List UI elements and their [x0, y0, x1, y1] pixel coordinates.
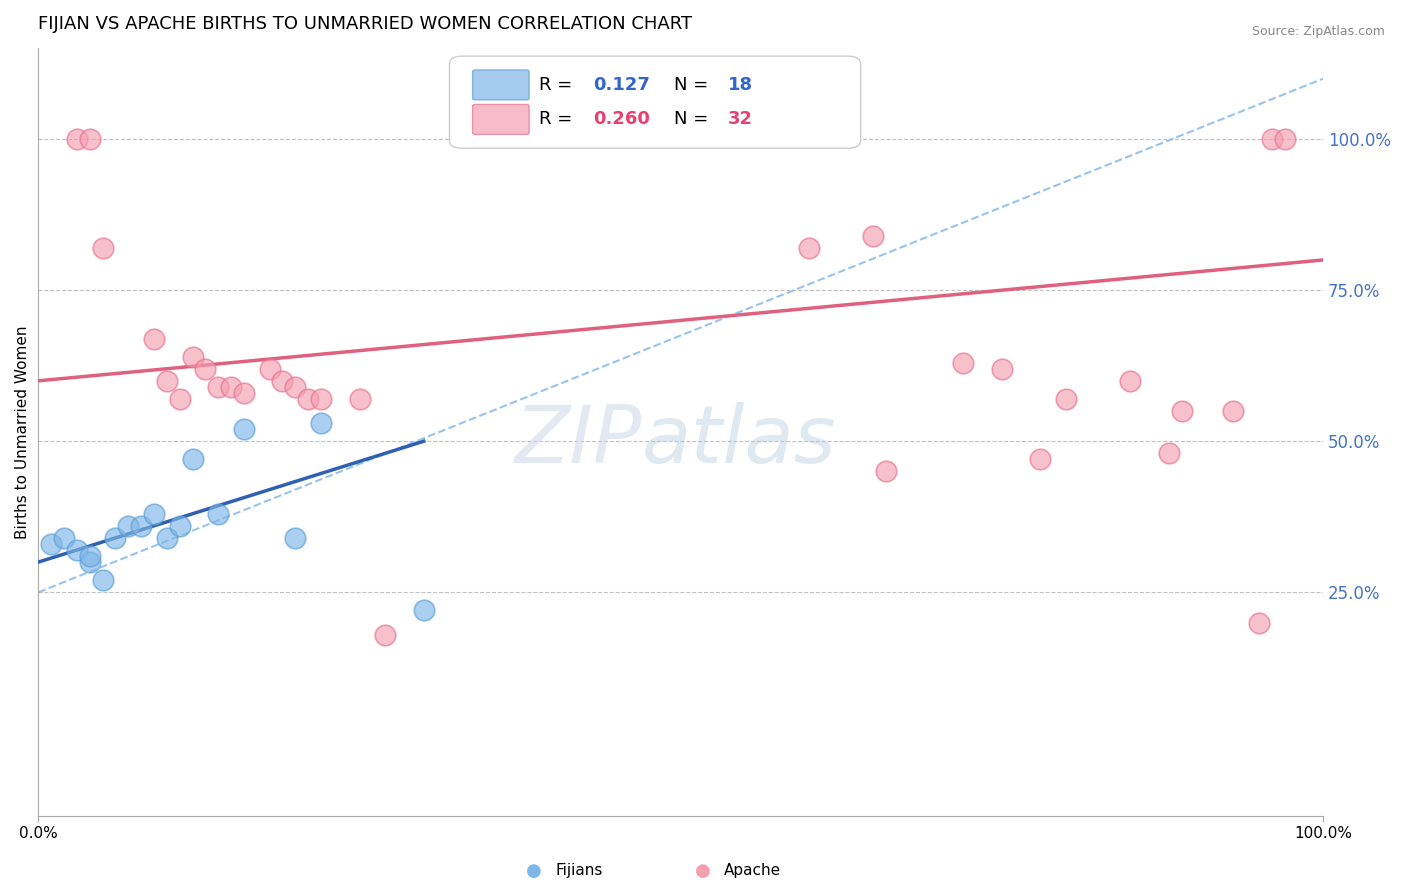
Point — [1171, 404, 1194, 418]
Point — [143, 331, 166, 345]
Point — [1274, 132, 1296, 146]
Point — [181, 350, 204, 364]
Text: Source: ZipAtlas.com: Source: ZipAtlas.com — [1251, 25, 1385, 38]
Text: atlas: atlas — [643, 402, 837, 480]
Point — [799, 241, 821, 255]
Point — [232, 422, 254, 436]
Point — [1029, 452, 1052, 467]
Point — [207, 380, 229, 394]
Point — [117, 519, 139, 533]
Text: ZIP: ZIP — [515, 402, 643, 480]
Point — [259, 361, 281, 376]
Text: FIJIAN VS APACHE BIRTHS TO UNMARRIED WOMEN CORRELATION CHART: FIJIAN VS APACHE BIRTHS TO UNMARRIED WOM… — [38, 15, 693, 33]
Point — [66, 132, 89, 146]
Point — [91, 241, 114, 255]
Point — [1119, 374, 1142, 388]
Point — [1247, 615, 1270, 630]
Point — [143, 507, 166, 521]
Point — [232, 385, 254, 400]
Point — [991, 361, 1014, 376]
Point — [1222, 404, 1244, 418]
Point — [309, 416, 332, 430]
Point — [349, 392, 371, 406]
Point — [53, 531, 76, 545]
Point — [219, 380, 242, 394]
Point — [297, 392, 319, 406]
Point — [284, 531, 307, 545]
Point — [129, 519, 152, 533]
Point — [181, 452, 204, 467]
Point — [284, 380, 307, 394]
Point — [875, 465, 897, 479]
Text: R =: R = — [540, 76, 578, 94]
Point — [79, 132, 101, 146]
Text: Apache: Apache — [724, 863, 782, 878]
Point — [66, 543, 89, 558]
Point — [207, 507, 229, 521]
Point — [309, 392, 332, 406]
Text: N =: N = — [675, 76, 714, 94]
Point — [271, 374, 294, 388]
FancyBboxPatch shape — [450, 56, 860, 148]
Y-axis label: Births to Unmarried Women: Births to Unmarried Women — [15, 326, 30, 539]
Point — [194, 361, 217, 376]
FancyBboxPatch shape — [472, 104, 529, 135]
Point — [39, 537, 62, 551]
Text: ●: ● — [526, 862, 543, 880]
Text: 0.260: 0.260 — [593, 110, 650, 128]
Text: R =: R = — [540, 110, 578, 128]
Text: 18: 18 — [728, 76, 754, 94]
Point — [169, 519, 191, 533]
Point — [104, 531, 127, 545]
Point — [169, 392, 191, 406]
Point — [952, 356, 974, 370]
Text: Fijians: Fijians — [555, 863, 603, 878]
Text: 0.127: 0.127 — [593, 76, 650, 94]
Point — [156, 531, 179, 545]
Text: 32: 32 — [728, 110, 754, 128]
Point — [79, 555, 101, 569]
Point — [1157, 446, 1180, 460]
Point — [1054, 392, 1077, 406]
Point — [412, 603, 434, 617]
Text: ●: ● — [695, 862, 711, 880]
Point — [79, 549, 101, 563]
Point — [374, 627, 396, 641]
Point — [862, 228, 884, 243]
Point — [1261, 132, 1284, 146]
FancyBboxPatch shape — [472, 70, 529, 100]
Point — [156, 374, 179, 388]
Text: N =: N = — [675, 110, 714, 128]
Point — [91, 573, 114, 587]
